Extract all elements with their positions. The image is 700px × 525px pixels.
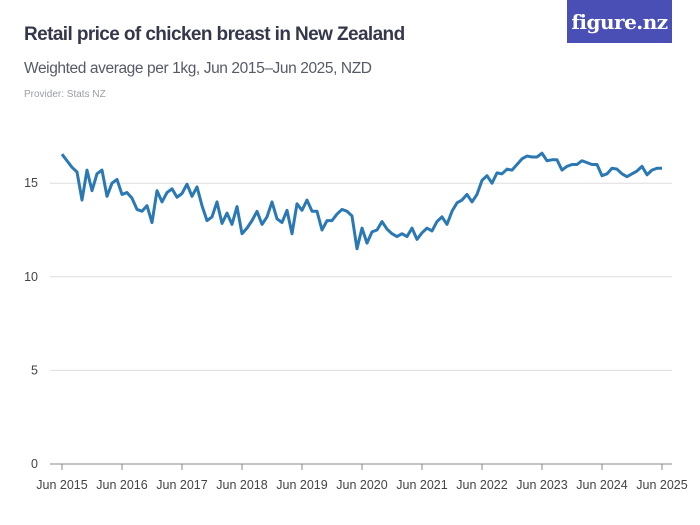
y-tick-label: 10 <box>24 270 38 284</box>
x-tick-label: Jun 2025 <box>636 478 687 492</box>
chart-subtitle: Weighted average per 1kg, Jun 2015–Jun 2… <box>24 60 372 77</box>
x-tick-label: Jun 2020 <box>336 478 387 492</box>
logo-text: figure.nz <box>571 9 668 34</box>
chart-title: Retail price of chicken breast in New Ze… <box>24 24 405 45</box>
x-tick-label: Jun 2024 <box>576 478 627 492</box>
x-tick-label: Jun 2016 <box>96 478 147 492</box>
y-tick-label: 0 <box>31 457 38 471</box>
x-tick-label: Jun 2017 <box>156 478 207 492</box>
x-tick-label: Jun 2023 <box>516 478 567 492</box>
x-tick-label: Jun 2022 <box>456 478 507 492</box>
figure-nz-logo[interactable]: figure.nz <box>567 0 672 43</box>
x-tick-label: Jun 2018 <box>216 478 267 492</box>
y-tick-label: 5 <box>31 363 38 377</box>
x-tick-label: Jun 2019 <box>276 478 327 492</box>
y-tick-label: 15 <box>24 176 38 190</box>
series-line <box>60 151 662 251</box>
provider-label: Provider: Stats NZ <box>24 89 106 100</box>
x-tick-label: Jun 2015 <box>36 478 87 492</box>
x-tick-label: Jun 2021 <box>396 478 447 492</box>
